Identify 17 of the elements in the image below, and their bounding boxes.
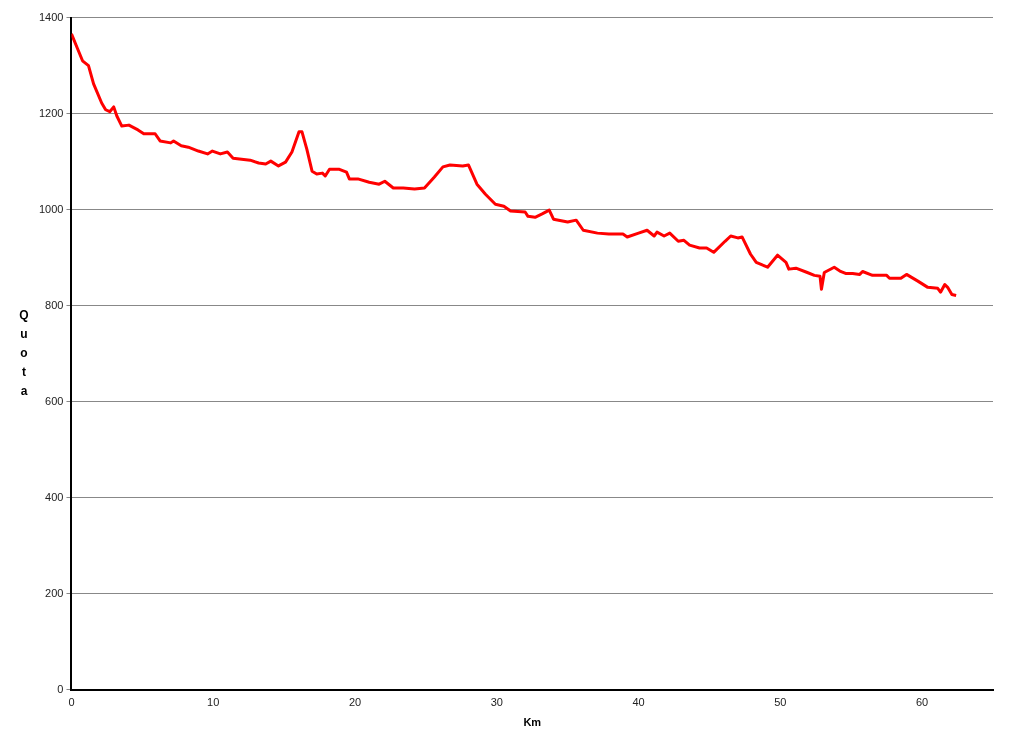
x-axis-title: Km bbox=[523, 716, 542, 729]
y-tick-label: 600 bbox=[45, 394, 64, 407]
y-tick-label: 400 bbox=[45, 490, 64, 503]
x-tick-label: 40 bbox=[632, 696, 645, 709]
x-tick-label: 50 bbox=[774, 696, 787, 709]
x-tick-label: 60 bbox=[915, 696, 929, 709]
y-axis-title: Quota bbox=[19, 307, 29, 398]
x-tick-label: 10 bbox=[207, 696, 220, 709]
y-tick-label: 1400 bbox=[38, 10, 64, 23]
x-tick-label: 20 bbox=[348, 696, 362, 709]
y-tick-label: 0 bbox=[57, 682, 64, 695]
x-tick-label: 30 bbox=[490, 696, 503, 709]
y-tick-label: 800 bbox=[45, 298, 64, 311]
y-tick-label: 200 bbox=[45, 586, 64, 599]
x-tick-label: 0 bbox=[68, 696, 75, 709]
y-tick-label: 1200 bbox=[38, 106, 64, 119]
y-tick-label: 1000 bbox=[38, 202, 64, 215]
